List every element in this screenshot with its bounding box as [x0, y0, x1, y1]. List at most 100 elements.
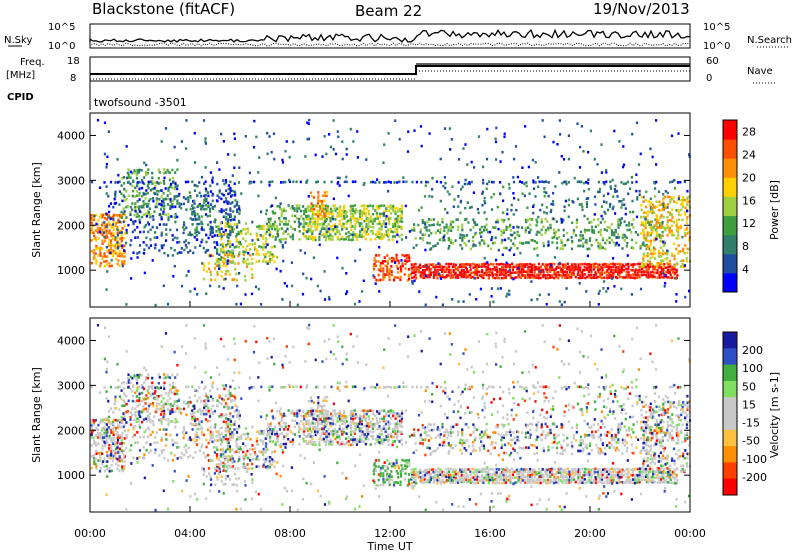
velocity-cell [142, 410, 145, 414]
power-cell [311, 232, 314, 236]
velocity-cell [260, 432, 263, 435]
power-cell [393, 181, 396, 184]
velocity-cell [115, 462, 118, 466]
power-cell [227, 184, 230, 187]
velocity-cell [230, 454, 233, 458]
power-cell [483, 196, 486, 200]
power-cell [374, 260, 377, 263]
power-cell [280, 238, 283, 241]
power-cell [681, 262, 684, 266]
power-cell [114, 252, 118, 255]
velocity-cell [180, 452, 183, 455]
power-cell [654, 187, 657, 190]
velocity-cell [92, 462, 95, 465]
power-cell [492, 263, 495, 266]
power-cell [340, 212, 343, 215]
power-cell [205, 207, 208, 211]
velocity-cell [112, 449, 115, 452]
power-cell [545, 212, 548, 215]
velocity-cell [134, 391, 137, 395]
power-cell [369, 218, 372, 221]
velocity-cell [345, 437, 348, 440]
power-cell [622, 276, 625, 279]
power-cell [447, 274, 450, 277]
power-cell [640, 204, 643, 207]
power-cell [662, 202, 665, 206]
power-cell [354, 207, 357, 211]
power-cell [96, 231, 100, 234]
power-cell [651, 227, 654, 230]
power-cell [394, 261, 397, 264]
power-cell [291, 237, 294, 241]
power-cell [371, 232, 374, 236]
velocity-cell [271, 429, 274, 433]
velocity-cell [123, 437, 126, 440]
power-cell [504, 268, 507, 272]
velocity-cell [239, 447, 242, 451]
power-cell [412, 263, 415, 266]
velocity-cell [334, 423, 337, 426]
power-cell [432, 271, 435, 274]
power-cell [302, 205, 305, 208]
velocity-cell [123, 449, 126, 453]
power-cell [567, 134, 570, 137]
power-cell [632, 210, 635, 214]
power-cell [483, 242, 486, 245]
power-cell [568, 276, 571, 279]
power-cell [320, 227, 323, 231]
velocity-cell [191, 412, 195, 415]
velocity-cell [173, 402, 176, 406]
velocity-cell [159, 386, 162, 390]
power-cell [101, 239, 104, 243]
power-cell [609, 180, 612, 184]
power-cell [305, 217, 308, 220]
power-cell [642, 221, 645, 224]
power-cell [642, 236, 645, 240]
power-cell [310, 205, 313, 208]
power-cell [191, 212, 194, 215]
power-cell [529, 238, 532, 242]
velocity-cell [105, 430, 108, 433]
power-cell [581, 262, 584, 266]
velocity-cell [307, 420, 310, 423]
power-cell [209, 171, 212, 174]
power-cell [430, 263, 433, 267]
velocity-cell [141, 399, 144, 403]
velocity-cell [131, 399, 134, 403]
power-cell [482, 181, 485, 185]
power-cell [513, 231, 516, 235]
power-cell [549, 270, 552, 273]
power-cell [671, 265, 675, 269]
power-cell [547, 293, 550, 296]
velocity-cell [122, 399, 125, 402]
power-cell [321, 225, 324, 228]
power-cell [307, 235, 310, 239]
velocity-cell [107, 399, 110, 403]
power-cell [187, 270, 190, 273]
power-cell [492, 226, 495, 229]
power-cell [319, 207, 322, 210]
power-cell [483, 225, 486, 229]
power-cell [449, 239, 453, 242]
power-cell [245, 248, 248, 251]
power-cell [435, 295, 438, 299]
power-cell [681, 200, 684, 204]
velocity-cell [152, 404, 155, 408]
power-cell [547, 273, 550, 277]
power-cell [90, 221, 93, 225]
power-cell [553, 228, 556, 232]
velocity-cell [97, 459, 100, 462]
power-cell [447, 262, 450, 266]
power-cell [614, 266, 618, 269]
power-cell [662, 271, 665, 275]
power-cell [316, 209, 319, 213]
power-cell [121, 262, 124, 266]
power-cell [492, 276, 495, 279]
velocity-cell [354, 430, 357, 433]
velocity-cell [120, 442, 123, 445]
power-cell [687, 231, 691, 234]
power-cell [229, 227, 232, 231]
velocity-cell [340, 417, 343, 420]
power-cell [160, 140, 163, 143]
power-cell [169, 204, 172, 208]
